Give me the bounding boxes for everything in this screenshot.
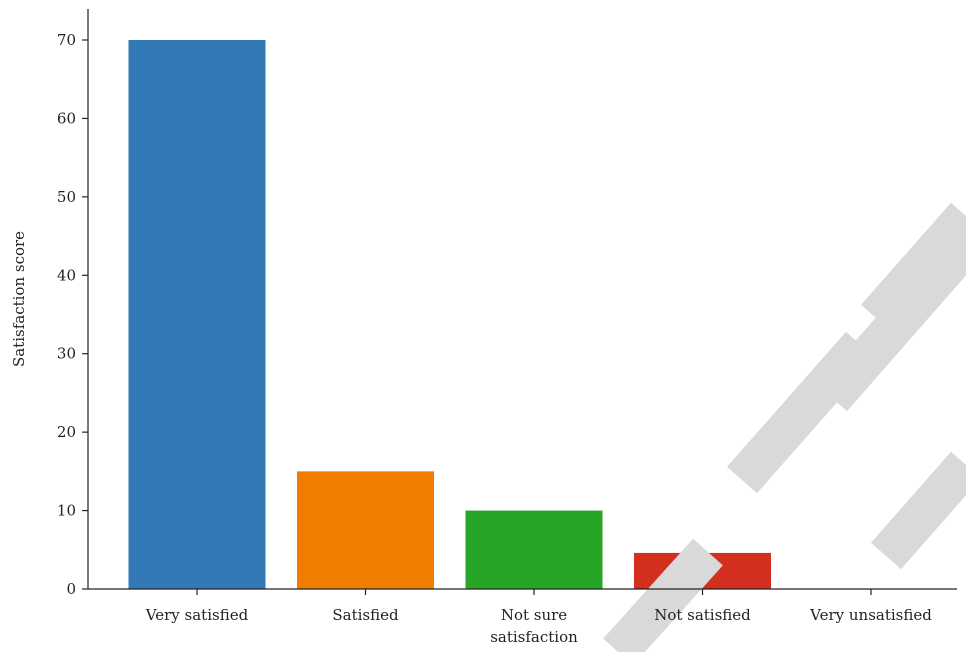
y-ticks: 0 10 20 30 40 50 60 70: [57, 31, 88, 598]
x-tick-label: Not satisfied: [654, 606, 751, 624]
y-tick-label: 60: [57, 109, 76, 127]
x-tick-label: Very satisfied: [145, 606, 249, 624]
y-tick-label: 20: [57, 423, 76, 441]
bar: [465, 510, 603, 589]
y-tick-label: 50: [57, 188, 76, 206]
y-tick-label: 40: [57, 266, 76, 284]
bar: [128, 40, 266, 589]
watermark-retracted: [603, 202, 966, 652]
y-axis-label: Satisfaction score: [10, 231, 28, 367]
x-tick-label: Satisfied: [332, 606, 399, 624]
x-tick-label: Very unsatisfied: [809, 606, 932, 624]
bar: [297, 471, 434, 589]
x-tick-label: Not sure satisfaction: [490, 606, 578, 646]
y-tick-label: 30: [57, 345, 76, 363]
y-tick-label: 10: [57, 502, 76, 520]
y-tick-label: 0: [66, 580, 76, 598]
x-ticks: Very satisfied Satisfied Not sure satisfact…: [145, 589, 932, 646]
plot-area: [128, 40, 771, 589]
y-tick-label: 70: [57, 31, 76, 49]
axes: [87, 9, 957, 590]
